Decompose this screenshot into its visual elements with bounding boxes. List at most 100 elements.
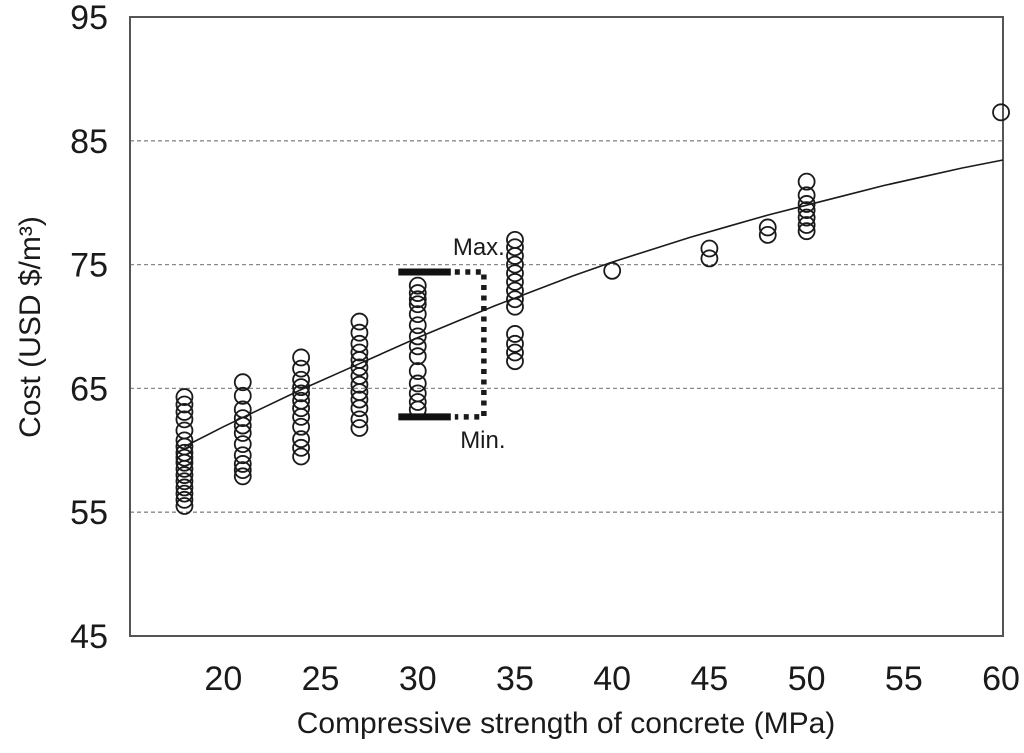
data-point-marker (797, 195, 816, 213)
data-point-marker (506, 352, 524, 371)
data-point-marker (506, 247, 524, 265)
data-point-marker (292, 359, 311, 378)
data-point-marker (408, 284, 427, 302)
data-point-marker (797, 201, 816, 220)
x-tick-label: 25 (302, 660, 340, 698)
data-point-marker (233, 373, 252, 392)
data-point-marker (233, 455, 252, 473)
data-point-marker (350, 410, 369, 429)
data-point-marker (506, 238, 524, 257)
max-min-bracket (454, 269, 487, 420)
data-point-marker (175, 448, 194, 467)
data-point-marker (797, 208, 816, 227)
y-tick-label: 55 (70, 494, 108, 532)
data-point-marker (175, 478, 194, 497)
data-point-marker (506, 264, 524, 283)
data-point-marker (408, 305, 427, 324)
x-tick-label: 45 (690, 660, 728, 698)
data-point-marker (506, 255, 524, 274)
data-point-marker (292, 438, 311, 457)
data-point-marker (506, 343, 524, 362)
data-point-marker (603, 261, 622, 280)
data-point-marker (408, 337, 427, 356)
data-point-marker (233, 409, 252, 428)
data-point-marker (506, 334, 524, 353)
data-point-marker (175, 431, 194, 450)
data-point-marker (408, 295, 427, 314)
data-point-marker (350, 375, 369, 394)
data-point-marker (350, 390, 369, 409)
min-annotation-label: Min. (460, 427, 505, 454)
data-point-marker (408, 316, 427, 335)
data-point-marker (175, 466, 194, 484)
data-point-marker (175, 497, 194, 515)
x-tick-label: 50 (788, 660, 826, 698)
max-annotation-label: Max. (453, 234, 505, 261)
x-tick-label: 35 (496, 660, 534, 698)
y-tick-label: 45 (70, 618, 108, 656)
data-point-marker (233, 386, 252, 405)
x-tick-label: 20 (204, 660, 242, 698)
data-point-marker (700, 239, 719, 258)
data-point-marker (233, 467, 252, 486)
data-point-marker (758, 218, 777, 237)
data-point-marker (408, 362, 427, 380)
data-point-marker (408, 347, 427, 366)
data-point-marker (175, 388, 194, 406)
data-point-marker (292, 407, 311, 426)
data-point-marker (408, 276, 427, 295)
data-point-marker (292, 430, 311, 449)
x-tick-label: 55 (885, 660, 923, 698)
data-point-marker (233, 435, 252, 454)
data-point-marker (233, 416, 252, 435)
data-point-marker (350, 399, 369, 418)
data-point-marker (797, 222, 816, 241)
data-point-marker (292, 370, 311, 389)
data-point-marker (175, 421, 194, 440)
data-point-marker (175, 459, 194, 478)
data-point-marker (175, 472, 194, 491)
data-point-marker (992, 103, 1010, 122)
data-point-marker (700, 249, 719, 268)
gridlines (130, 140, 1003, 513)
data-point-marker (350, 419, 369, 437)
y-axis-title: Cost (USD $/m³) (14, 216, 47, 438)
y-tick-label: 65 (70, 370, 108, 408)
data-point-marker (175, 395, 194, 414)
data-point-marker (797, 172, 816, 191)
plot-frame (129, 16, 1004, 637)
x-tick-label: 60 (982, 660, 1020, 698)
tick-labels: 45 55 65 75 85 95 20 25 30 35 40 45 50 55 60 (70, 0, 1020, 698)
data-point-marker (175, 410, 194, 429)
data-point-marker (350, 323, 369, 342)
data-point-marker (233, 461, 252, 480)
data-point-marker (233, 424, 252, 442)
y-tick-label: 85 (70, 123, 108, 161)
data-point-marker (408, 374, 427, 393)
data-point-marker (175, 490, 194, 509)
data-point-marker (233, 446, 252, 465)
y-tick-label: 75 (70, 247, 108, 285)
data-point-marker (506, 297, 524, 316)
trend-curve (184, 159, 1004, 448)
data-point-marker (797, 216, 816, 234)
data-point-marker (797, 186, 816, 205)
data-point-marker (506, 273, 524, 291)
data-point-marker (292, 378, 311, 397)
data-point-marker (350, 343, 369, 362)
y-tick-label: 95 (70, 0, 108, 37)
scatter-points (175, 103, 1010, 515)
data-point-marker (758, 225, 777, 244)
data-point-marker (175, 484, 194, 503)
data-point-marker (506, 325, 524, 343)
data-point-marker (292, 384, 311, 403)
data-point-marker (408, 290, 427, 309)
data-point-marker (408, 327, 427, 346)
x-axis-title: Compressive strength of concrete (MPa) (297, 707, 836, 740)
data-point-marker (292, 447, 311, 466)
data-point-marker (350, 358, 369, 377)
trend-line (184, 159, 1004, 448)
data-point-marker (175, 403, 194, 421)
